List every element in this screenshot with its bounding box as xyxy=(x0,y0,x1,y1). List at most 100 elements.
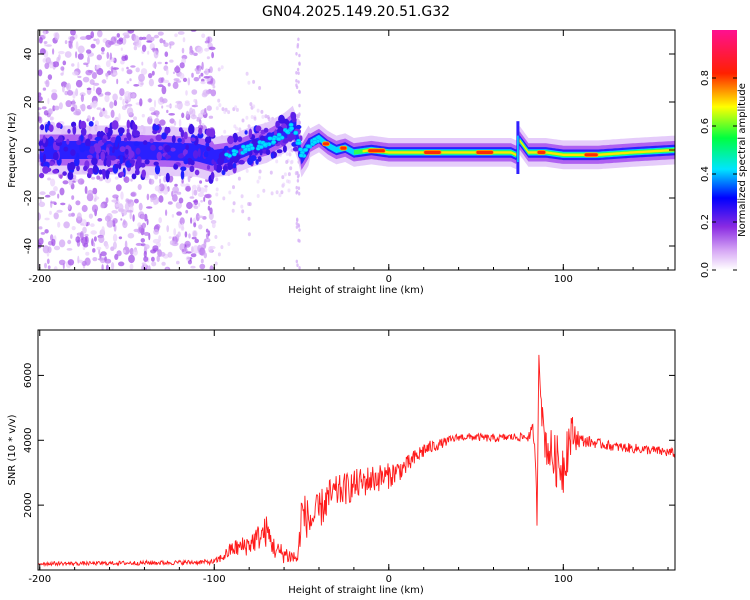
noise-speck xyxy=(105,60,111,68)
noise-speck xyxy=(89,102,94,108)
noise-speck xyxy=(53,186,58,192)
noise-speck xyxy=(98,235,105,243)
noise-speck xyxy=(194,238,199,244)
noise-speck xyxy=(198,75,201,79)
noise-speck xyxy=(75,79,83,88)
noise-speck xyxy=(162,98,168,104)
noise-speck xyxy=(168,236,172,239)
colorbar-tick-label: 0.6 xyxy=(700,118,711,134)
noise-speck xyxy=(165,267,169,270)
noise-speck xyxy=(45,57,51,64)
noise-speck xyxy=(64,51,72,58)
noise-speck xyxy=(201,61,204,71)
noise-speck xyxy=(153,201,157,206)
ridge-blob xyxy=(63,146,69,152)
noise-speck xyxy=(72,91,76,99)
noise-speck xyxy=(120,191,124,200)
noise-speck xyxy=(208,115,214,119)
ridge-blob xyxy=(119,171,125,177)
noise-speck xyxy=(161,261,166,266)
x-tick-label: 100 xyxy=(554,574,573,585)
ridge-blob xyxy=(39,172,45,179)
x-tick-label: 0 xyxy=(386,574,392,585)
noise-speck xyxy=(218,103,222,108)
noise-speck xyxy=(156,113,159,118)
colorbar-tick-label: 0.4 xyxy=(700,166,711,182)
noise-speck xyxy=(68,213,72,217)
y-tick-label: -40 xyxy=(23,238,34,254)
noise-speck xyxy=(203,76,210,79)
noise-speck xyxy=(77,61,80,70)
noise-speck xyxy=(133,228,140,233)
noise-speck xyxy=(138,202,143,211)
noise-speck xyxy=(68,40,72,49)
noise-speck xyxy=(147,265,151,270)
noise-speck xyxy=(144,262,147,269)
noise-speck xyxy=(143,256,149,262)
ridge-blob xyxy=(170,147,176,152)
ridge-blob xyxy=(164,154,171,159)
y-tick-label: 20 xyxy=(23,96,34,109)
noise-speck xyxy=(178,119,182,127)
noise-speck xyxy=(181,112,185,119)
noise-speck xyxy=(195,213,200,222)
noise-speck xyxy=(241,118,245,123)
noise-speck xyxy=(215,187,219,192)
noise-speck xyxy=(123,219,126,226)
noise-speck xyxy=(174,33,178,38)
noise-speck xyxy=(190,217,193,224)
noise-speck xyxy=(102,109,108,117)
noise-speck xyxy=(200,80,206,85)
noise-speck xyxy=(120,59,125,65)
noise-speck xyxy=(167,251,173,258)
noise-speck xyxy=(211,222,216,229)
noise-speck xyxy=(287,179,291,184)
noise-speck xyxy=(124,91,131,100)
noise-speck xyxy=(42,87,47,91)
noise-speck xyxy=(185,256,191,261)
noise-speck xyxy=(204,186,208,193)
noise-speck xyxy=(70,234,73,239)
noise-speck xyxy=(124,240,128,249)
ridge-blob xyxy=(289,134,297,140)
noise-speck xyxy=(47,265,51,270)
noise-speck xyxy=(112,233,118,242)
noise-speck xyxy=(157,84,164,88)
noise-speck xyxy=(153,229,160,235)
noise-speck xyxy=(101,264,104,270)
ridge-blob xyxy=(135,163,140,172)
noise-speck xyxy=(247,202,251,206)
ridge-blob xyxy=(208,128,216,138)
snr-frame xyxy=(37,329,676,571)
ridge-blob xyxy=(237,136,243,143)
ridge-blob xyxy=(91,157,98,166)
noise-speck xyxy=(191,72,194,78)
noise-speck xyxy=(90,31,94,39)
noise-speck xyxy=(44,194,51,198)
noise-speck xyxy=(126,107,134,116)
noise-speck xyxy=(90,223,95,228)
ridge-blob xyxy=(76,140,82,146)
noise-speck xyxy=(201,33,206,39)
figure-title: GN04.2025.149.20.51.G32 xyxy=(262,4,450,20)
noise-speck xyxy=(118,261,125,267)
noise-speck xyxy=(287,172,291,177)
ridge-blob xyxy=(42,135,46,144)
ridge-blob xyxy=(180,170,185,180)
noise-speck xyxy=(252,104,256,109)
ridge-core-dot xyxy=(284,129,290,134)
noise-speck xyxy=(44,262,47,269)
ridge-blob xyxy=(203,151,209,158)
ridge-blob xyxy=(111,120,119,130)
noise-speck xyxy=(157,31,164,36)
ridge-blob xyxy=(150,144,156,151)
noise-speck xyxy=(49,116,55,121)
noise-speck xyxy=(85,251,90,256)
noise-speck xyxy=(295,71,298,75)
noise-speck xyxy=(115,203,120,207)
noise-speck xyxy=(220,65,224,70)
noise-speck xyxy=(111,199,118,203)
y-tick-label: -20 xyxy=(23,190,34,206)
noise-speck xyxy=(240,194,244,199)
noise-speck xyxy=(111,65,114,74)
